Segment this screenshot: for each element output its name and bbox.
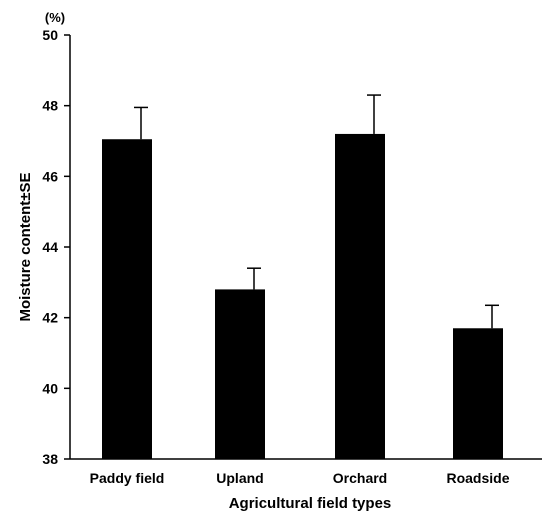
y-tick-label: 48 <box>42 98 58 114</box>
error-bars <box>134 94 499 329</box>
bar <box>335 133 385 459</box>
y-tick-label: 40 <box>42 380 58 396</box>
error-bar <box>247 267 261 290</box>
x-tick-label: Paddy field <box>90 470 165 486</box>
x-tick-label: Roadside <box>446 470 509 486</box>
y-axis-unit: (%) <box>45 10 65 25</box>
y-tick-label: 42 <box>42 310 58 326</box>
error-bar <box>485 304 499 329</box>
y-tick-label: 50 <box>42 27 58 43</box>
y-tick-label: 38 <box>42 451 58 467</box>
bars <box>102 133 503 459</box>
bar <box>102 139 152 459</box>
y-tick-label: 46 <box>42 168 58 184</box>
x-tick-labels: Paddy field Upland Orchard Roadside <box>90 470 510 486</box>
error-bar <box>367 94 381 134</box>
y-tick-label: 44 <box>42 239 58 255</box>
y-axis-label: Moisture content±SE <box>17 172 34 321</box>
bar <box>215 289 265 459</box>
error-bar <box>134 106 148 140</box>
x-tick-label: Orchard <box>333 470 387 486</box>
x-tick-label: Upland <box>216 470 263 486</box>
bar <box>453 328 503 459</box>
y-ticks: 38 40 42 44 46 48 50 <box>42 27 70 467</box>
x-axis-label: Agricultural field types <box>229 495 392 512</box>
